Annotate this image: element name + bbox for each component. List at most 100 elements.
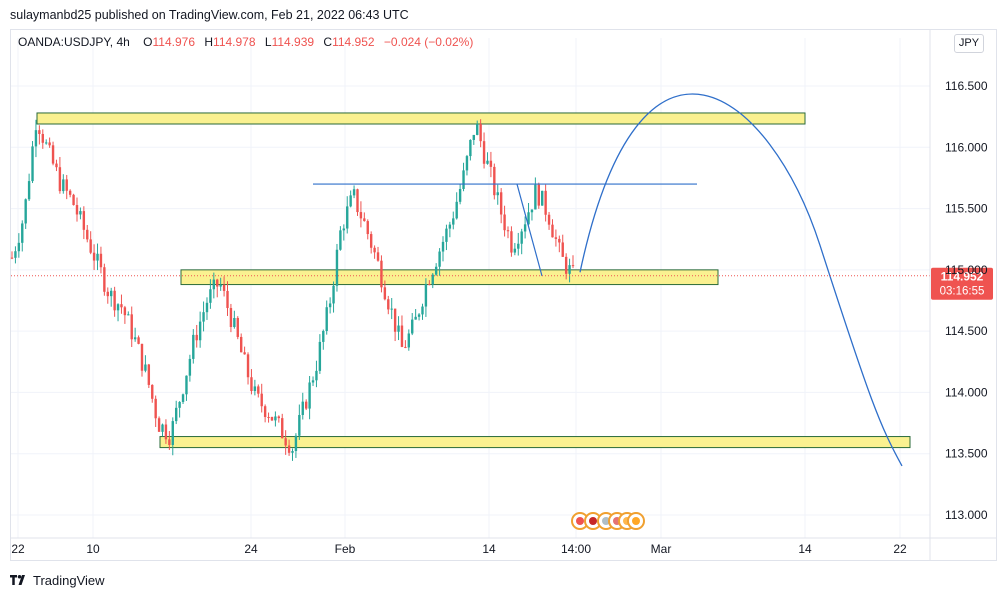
candle-body xyxy=(479,124,482,142)
price-badge xyxy=(931,267,993,300)
candle-body xyxy=(24,199,27,224)
support-zone-lower xyxy=(159,436,911,449)
candle-body xyxy=(363,218,366,222)
candle-body xyxy=(89,239,92,253)
candle-body xyxy=(226,290,229,309)
candle-body xyxy=(154,398,157,419)
symbol-legend: OANDA:USDJPY, 4h O114.976 H114.978 L114.… xyxy=(18,34,473,50)
candle-body xyxy=(144,364,147,371)
economic-event-icon[interactable] xyxy=(627,512,645,530)
candle-body xyxy=(400,325,404,347)
candle-body xyxy=(376,252,380,261)
candle-body xyxy=(527,212,530,225)
candle-body xyxy=(14,251,17,258)
candle-body xyxy=(161,424,164,432)
candle-body xyxy=(417,314,421,317)
close-value: 114.952 xyxy=(332,35,375,49)
candle-body xyxy=(489,160,493,167)
y-tick-label: 115.500 xyxy=(945,202,988,216)
candle-body xyxy=(17,242,21,252)
y-tick-label: 113.500 xyxy=(945,447,988,461)
candle-body xyxy=(192,334,195,359)
candle-body xyxy=(356,189,359,213)
candle-body xyxy=(243,352,246,355)
candle-body xyxy=(27,181,31,200)
candle-body xyxy=(373,247,376,253)
candle-body xyxy=(38,130,41,134)
x-tick-label: Mar xyxy=(651,542,672,556)
candle-body xyxy=(72,194,75,206)
candle-body xyxy=(366,221,369,235)
projection-curve xyxy=(579,93,903,467)
y-tick-label: 114.000 xyxy=(945,385,988,399)
change-value: −0.024 (−0.02%) xyxy=(383,35,474,49)
candle-body xyxy=(263,406,267,417)
candle-body xyxy=(174,407,178,422)
candle-body xyxy=(202,312,205,322)
candle-body xyxy=(482,141,486,164)
candle-body xyxy=(311,380,315,383)
candle-body xyxy=(185,375,188,395)
candle-body xyxy=(58,167,62,192)
candle-body xyxy=(298,414,301,436)
candle-body xyxy=(359,212,363,219)
candle-body xyxy=(554,237,558,239)
candle-body xyxy=(270,416,274,421)
candle-body xyxy=(41,133,44,143)
candle-body xyxy=(246,354,250,378)
candle-body xyxy=(140,343,144,371)
candle-body xyxy=(257,386,260,394)
candle-body xyxy=(530,209,534,213)
candle-body xyxy=(92,252,96,261)
candle-body xyxy=(513,248,517,253)
candle-body xyxy=(103,267,106,292)
candle-body xyxy=(523,224,527,232)
candle-body xyxy=(369,234,373,248)
y-tick-label: 114.500 xyxy=(945,324,988,338)
candle-body xyxy=(113,290,116,311)
candle-body xyxy=(164,424,168,440)
candle-body xyxy=(520,231,523,244)
candle-body xyxy=(411,319,414,334)
candle-body xyxy=(493,166,496,196)
candle-body xyxy=(421,306,424,315)
candle-body xyxy=(455,201,458,219)
candle-body xyxy=(486,160,489,164)
candle-body xyxy=(506,230,510,232)
price-badge-value: 114.952 xyxy=(941,270,984,284)
candle-body xyxy=(537,184,540,206)
candle-body xyxy=(404,346,407,348)
candle-body xyxy=(82,211,86,230)
candle-body xyxy=(198,321,202,341)
high-label: H xyxy=(204,35,214,49)
candle-body xyxy=(188,358,192,376)
candle-body xyxy=(171,421,174,445)
candle-body xyxy=(441,241,445,252)
tradingview-logo-icon xyxy=(10,575,25,585)
open-label: O xyxy=(143,35,153,49)
candle-body xyxy=(209,289,212,303)
x-tick-label: Feb xyxy=(335,542,356,556)
y-tick-label: 113.000 xyxy=(945,508,988,522)
candle-body xyxy=(168,439,171,445)
candle-body xyxy=(157,418,161,432)
candle-body xyxy=(315,370,318,381)
resistance-zone-upper xyxy=(36,112,806,125)
candle-body xyxy=(342,228,346,231)
currency-button[interactable]: JPY xyxy=(954,34,984,53)
candle-body xyxy=(458,188,462,202)
x-tick-label: 22 xyxy=(11,542,25,556)
candle-body xyxy=(551,224,554,238)
candle-body xyxy=(544,190,547,215)
candle-body xyxy=(448,224,452,229)
low-label: L xyxy=(264,35,272,49)
support-zone-middle xyxy=(180,269,719,286)
open-value: 114.976 xyxy=(152,35,196,49)
candle-body xyxy=(267,416,270,418)
candle-body xyxy=(219,284,222,287)
candle-body xyxy=(564,256,568,274)
candle-body xyxy=(469,139,472,157)
event-icons xyxy=(571,512,645,530)
candle-body xyxy=(239,336,243,353)
